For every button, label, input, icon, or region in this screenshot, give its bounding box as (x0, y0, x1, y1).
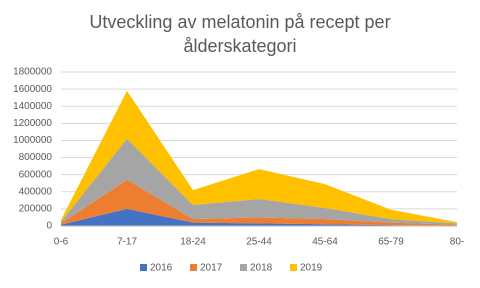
y-tick-label: 1800000 (13, 67, 52, 78)
y-tick-label: 1400000 (13, 101, 52, 112)
area (61, 208, 457, 226)
x-tick-label: 7-17 (117, 237, 137, 248)
x-tick-label: 18-24 (180, 237, 206, 248)
x-tick-label: 45-64 (312, 237, 338, 248)
x-tick-label: 25-44 (246, 237, 272, 248)
y-tick-label: 1600000 (13, 84, 52, 95)
legend-swatch (190, 264, 197, 271)
legend-swatch (240, 264, 247, 271)
x-tick-label: 80- (450, 237, 464, 248)
x-tick-label: 0-6 (54, 237, 69, 248)
legend-label: 2016 (150, 263, 173, 274)
y-tick-label: 1200000 (13, 118, 52, 129)
area (61, 179, 457, 226)
y-tick-label: 400000 (19, 186, 53, 197)
legend-swatch (290, 264, 297, 271)
y-tick-label: 1000000 (13, 135, 52, 146)
y-tick-label: 0 (46, 221, 52, 232)
y-tick-label: 200000 (19, 204, 53, 215)
legend-label: 2018 (250, 263, 273, 274)
chart-title: Utveckling av melatonin på recept per ål… (89, 12, 391, 56)
y-tick-label: 800000 (19, 152, 53, 163)
x-tick-label: 65-79 (378, 237, 404, 248)
area (61, 90, 457, 224)
legend-label: 2017 (200, 263, 223, 274)
area (61, 138, 457, 225)
legend-swatch (140, 264, 147, 271)
y-tick-label: 600000 (19, 169, 53, 180)
legend-label: 2019 (300, 263, 323, 274)
